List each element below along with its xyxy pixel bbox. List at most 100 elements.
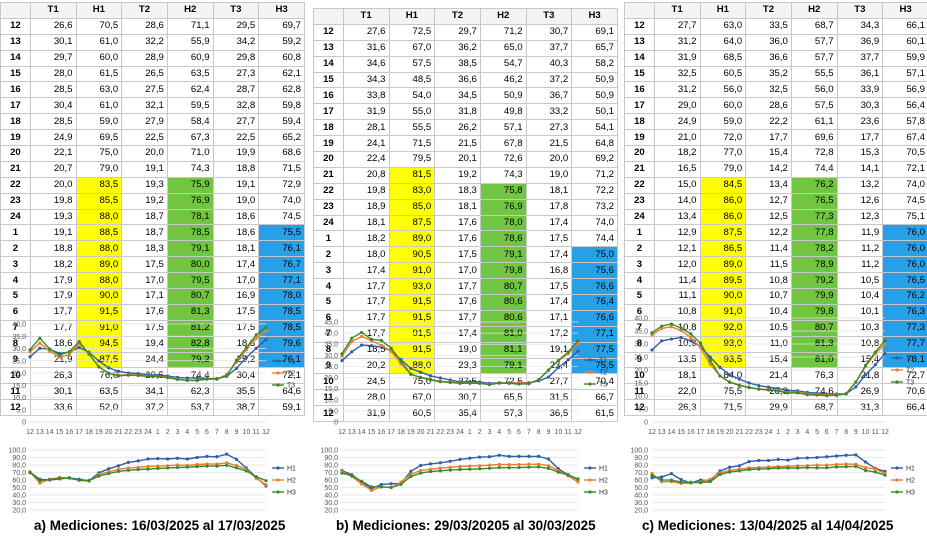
value-cell: 80,7 — [479, 278, 527, 296]
data-point — [146, 464, 150, 469]
value-cell: 22,5 — [121, 129, 168, 147]
value-cell: 79,0 — [75, 160, 123, 178]
value-cell: 57,1 — [882, 65, 927, 83]
data-point — [815, 463, 819, 467]
value-cell: 17,7 — [342, 294, 390, 311]
data-point — [679, 326, 683, 330]
value-cell: 81,5 — [388, 166, 436, 184]
table-row: 1 19,1 88,5 18,7 78,5 18,6 75,5 — [0, 224, 305, 242]
table-row: 1 18,2 89,0 17,6 78,6 17,5 74,4 — [313, 230, 618, 248]
column-header: T1 — [653, 2, 701, 19]
data-point — [38, 346, 42, 350]
y-tick-label: 30,0 — [634, 500, 648, 507]
hour-cell: 4 — [0, 272, 31, 290]
data-point — [487, 383, 492, 387]
legend-marker — [588, 490, 592, 494]
value-cell: 17,4 — [525, 214, 573, 232]
data-point — [205, 464, 209, 468]
y-tick-label: 50,0 — [324, 485, 338, 492]
value-cell: 16,9 — [212, 288, 260, 305]
data-point — [419, 471, 423, 475]
hour-cell: 18 — [313, 119, 344, 137]
data-point — [669, 325, 674, 329]
x-tick-label: 9 — [854, 429, 858, 436]
value-cell: 61,0 — [75, 33, 123, 51]
data-point — [546, 464, 551, 468]
data-point — [458, 381, 462, 385]
y-tick-label: 100,0 — [8, 448, 26, 455]
data-point — [517, 454, 521, 458]
x-tick-label: 3 — [488, 429, 492, 436]
hour-cell: 2 — [0, 240, 31, 258]
data-point — [679, 478, 683, 482]
value-cell: 17,6 — [434, 230, 481, 248]
value-cell: 59,9 — [882, 49, 927, 67]
value-cell: 34,6 — [342, 55, 390, 73]
x-tick-label: 24 — [144, 429, 152, 436]
data-point — [185, 457, 189, 461]
data-point — [116, 469, 121, 473]
data-point — [264, 329, 268, 333]
table-row: 21 20,7 79,0 19,1 74,3 18,8 71,5 — [0, 160, 305, 178]
data-point — [517, 382, 521, 386]
y-tick-label: 90,0 — [634, 455, 648, 462]
value-cell: 17,7 — [836, 129, 884, 147]
x-tick-label: 9 — [547, 429, 551, 436]
data-point — [863, 363, 868, 367]
table-row: 6 10,8 91,0 10,4 79,8 10,1 76,3 — [624, 303, 927, 321]
value-cell: 67,4 — [882, 129, 927, 147]
data-point — [136, 467, 140, 472]
data-point — [350, 336, 354, 340]
column-header: T3 — [525, 8, 573, 25]
value-cell: 76,0 — [882, 240, 927, 258]
value-cell: 62,4 — [166, 81, 214, 99]
value-cell: 36,9 — [836, 33, 884, 51]
value-cell: 72,0 — [699, 129, 747, 147]
value-cell: 36,6 — [434, 71, 481, 89]
x-tick-label: 17 — [75, 429, 83, 436]
value-cell: 76,2 — [790, 176, 838, 194]
table-row: 12 27,6 72,5 29,7 71,2 30,7 69,1 — [313, 23, 618, 41]
data-point — [737, 383, 741, 387]
x-tick-label: 4 — [805, 429, 809, 436]
value-cell: 33,2 — [525, 103, 573, 121]
data-point — [458, 467, 462, 472]
data-point — [766, 388, 771, 392]
data-point — [497, 453, 501, 457]
table-row: 17 31,9 55,0 31,8 49,8 33,2 50,1 — [313, 103, 618, 121]
x-tick-label: 20 — [726, 429, 734, 436]
data-point — [428, 462, 433, 466]
value-cell: 17,7 — [745, 129, 792, 147]
data-point — [660, 324, 664, 328]
data-point — [660, 475, 664, 479]
value-cell: 75,5 — [258, 224, 305, 242]
data-point — [215, 455, 219, 459]
data-point — [478, 467, 482, 471]
data-point — [825, 466, 829, 470]
value-cell: 30,3 — [836, 97, 884, 115]
value-cell: 19,3 — [29, 208, 77, 226]
value-cell: 74,0 — [882, 176, 927, 194]
legend-label: T3 — [599, 382, 607, 389]
data-point — [409, 372, 413, 376]
table-row: 7 17,7 91,5 17,4 81,0 17,2 77,1 — [313, 325, 618, 343]
value-cell: 60,5 — [388, 405, 436, 423]
hour-cell: 5 — [313, 294, 344, 311]
value-cell: 77,3 — [790, 208, 838, 226]
data-point — [576, 339, 580, 343]
data-point — [195, 455, 199, 460]
data-point — [126, 373, 130, 377]
value-cell: 79,1 — [479, 246, 527, 264]
data-point — [419, 375, 423, 380]
data-point — [805, 456, 809, 460]
table-row: 15 28,0 61,5 26,5 63,5 27,3 62,1 — [0, 65, 305, 83]
y-tick-label: 30,0 — [634, 342, 648, 349]
data-point — [478, 455, 482, 459]
data-point — [107, 371, 111, 375]
value-cell: 46,2 — [479, 71, 527, 89]
hour-cell: 23 — [624, 192, 655, 210]
legend-marker — [895, 466, 899, 470]
value-cell: 37,7 — [836, 49, 884, 67]
data-point — [873, 467, 877, 471]
data-point — [527, 465, 531, 469]
